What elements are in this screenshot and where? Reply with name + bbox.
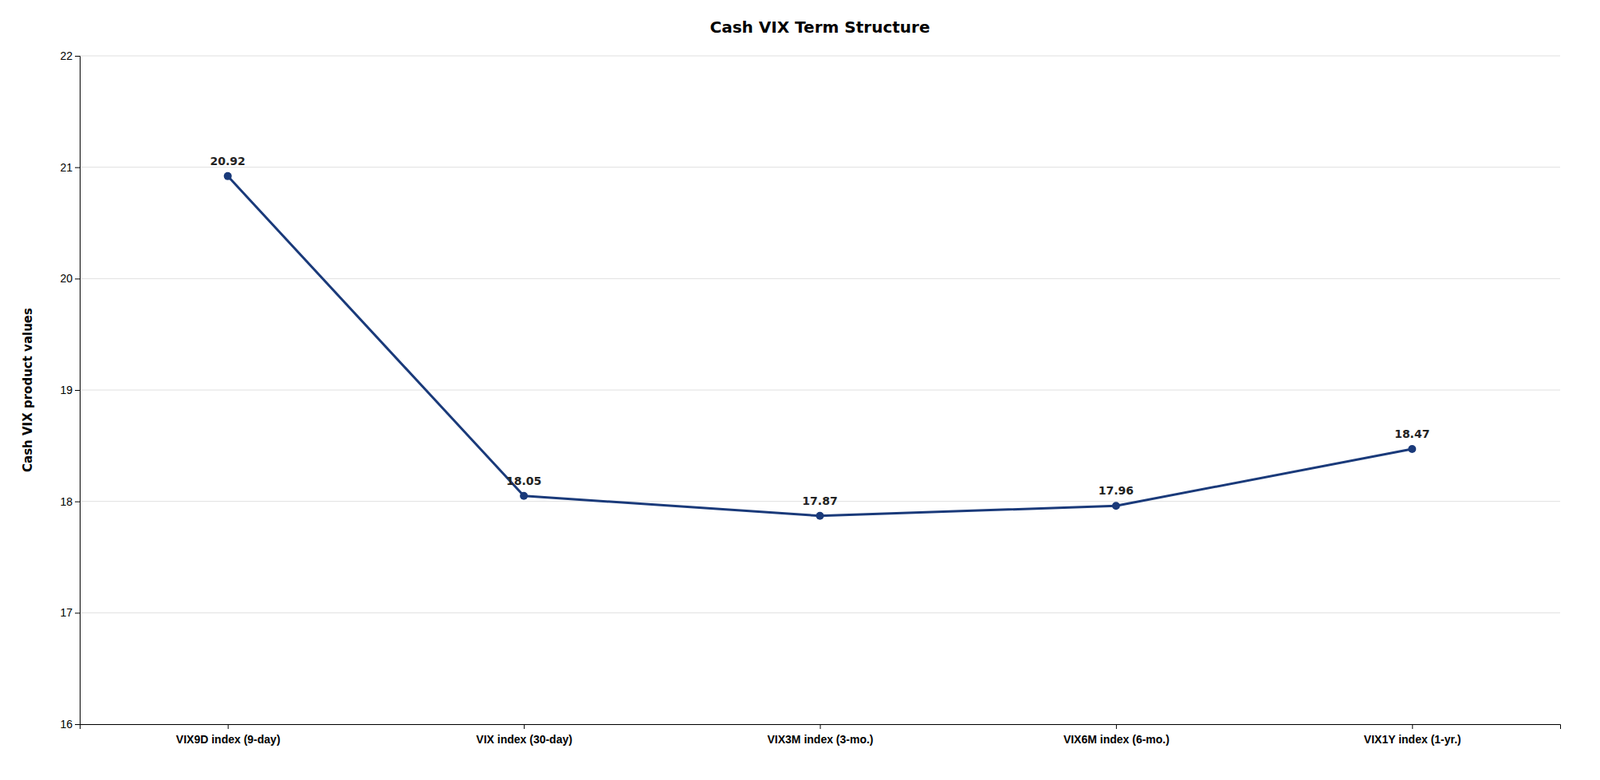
marks bbox=[224, 172, 1417, 520]
grid-line bbox=[79, 389, 1561, 391]
y-tick-mark bbox=[74, 501, 80, 503]
grid-line bbox=[79, 166, 1561, 168]
y-tick-mark bbox=[74, 167, 80, 169]
title: Cash VIX Term Structure bbox=[710, 17, 931, 37]
x-axis-line bbox=[80, 724, 1561, 730]
y-tick-mark bbox=[74, 612, 80, 614]
y-tick-mark bbox=[74, 723, 80, 725]
x-tick-mark bbox=[228, 723, 229, 729]
point bbox=[224, 172, 232, 181]
y-tick-label: 19 bbox=[59, 383, 73, 397]
data-label: 17.96 bbox=[1098, 483, 1134, 497]
x-tick-label: VIX index (30-day) bbox=[475, 732, 573, 746]
x-tick-mark bbox=[820, 723, 822, 729]
x-tick: VIX1Y index (1-yr.) bbox=[1364, 723, 1462, 746]
point bbox=[1407, 444, 1416, 453]
x-tick-label: VIX1Y index (1-yr.) bbox=[1364, 732, 1462, 746]
y-tick-mark bbox=[74, 389, 80, 391]
data-label: 17.87 bbox=[801, 494, 838, 508]
x-tick: VIX index (30-day) bbox=[475, 723, 573, 746]
y-tick: 20 bbox=[59, 271, 80, 285]
x-tick-mark bbox=[1411, 723, 1413, 729]
y-tick: 22 bbox=[59, 49, 80, 63]
x-tick-label: VIX3M index (3-mo.) bbox=[766, 732, 873, 746]
point bbox=[519, 491, 528, 500]
x-tick: VIX6M index (6-mo.) bbox=[1063, 723, 1170, 746]
y-tick-label: 18 bbox=[59, 495, 73, 508]
y-tick-label: 16 bbox=[59, 717, 73, 731]
y-tick: 18 bbox=[59, 495, 80, 508]
data-label: 18.47 bbox=[1394, 427, 1430, 441]
x-tick: VIX9D index (9-day) bbox=[176, 723, 281, 746]
grid-line bbox=[79, 55, 1561, 57]
line bbox=[228, 176, 1413, 516]
data-label: 20.92 bbox=[210, 154, 246, 168]
y-axis: 16 17 18 19 20 21 22 bbox=[59, 49, 80, 731]
y-tick-label: 21 bbox=[59, 161, 73, 174]
x-tick-mark bbox=[523, 723, 525, 729]
y-tick: 17 bbox=[59, 605, 80, 619]
grid-line bbox=[79, 278, 1561, 280]
data-labels: 20.92 18.05 17.87 17.96 18.47 bbox=[210, 154, 1431, 508]
y-tick-label: 20 bbox=[59, 271, 73, 285]
point bbox=[816, 511, 825, 520]
x-tick-label: VIX9D index (9-day) bbox=[176, 732, 281, 746]
grid bbox=[79, 55, 1561, 724]
y-tick-mark bbox=[74, 55, 80, 57]
y-tick-label: 17 bbox=[59, 605, 73, 619]
x-axis: VIX9D index (9-day) VIX index (30-day) VIX… bbox=[80, 723, 1561, 746]
plot-area: VIX9D index (9-day) VIX index (30-day) VIX… bbox=[59, 49, 1561, 746]
point bbox=[1112, 501, 1121, 510]
data-label: 18.05 bbox=[506, 474, 542, 488]
chart: VIX9D index (9-day) VIX index (30-day) VIX… bbox=[0, 0, 1600, 780]
y-axis-title: Cash VIX product values bbox=[20, 307, 36, 472]
y-axis-line bbox=[74, 56, 81, 725]
y-tick: 16 bbox=[59, 717, 80, 731]
y-tick-mark bbox=[74, 278, 80, 280]
grid-line bbox=[79, 612, 1561, 614]
y-tick: 21 bbox=[59, 161, 80, 174]
y-tick-label: 22 bbox=[59, 49, 73, 63]
x-tick: VIX3M index (3-mo.) bbox=[766, 723, 873, 746]
x-tick-mark bbox=[1116, 723, 1117, 729]
x-tick-label: VIX6M index (6-mo.) bbox=[1063, 732, 1170, 746]
y-tick: 19 bbox=[59, 383, 80, 397]
